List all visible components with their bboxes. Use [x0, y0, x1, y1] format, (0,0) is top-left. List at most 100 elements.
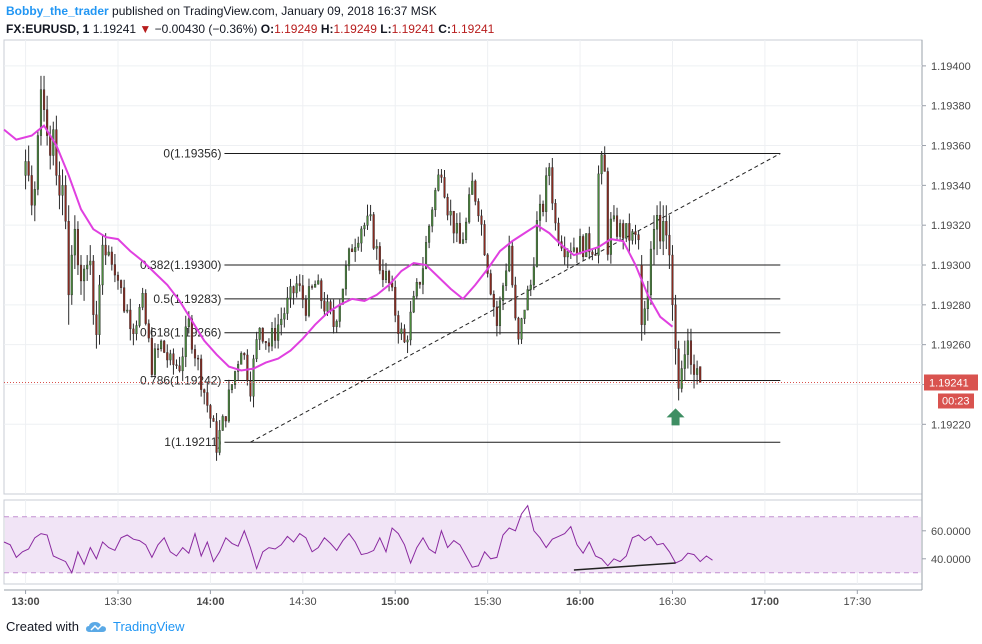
low-label: L:: [380, 22, 392, 36]
candle-body: [187, 318, 190, 328]
candle-body: [612, 215, 615, 220]
candle-body: [523, 309, 526, 319]
candle-body: [323, 300, 326, 312]
candle-body: [166, 352, 169, 361]
candle-body: [677, 348, 680, 389]
candle-body: [76, 228, 79, 266]
candle-body: [563, 248, 566, 258]
candle-body: [517, 317, 520, 340]
candle-body: [30, 175, 33, 206]
candle-body: [400, 328, 403, 334]
candle-body: [215, 421, 218, 453]
rsi-indicator: [3, 504, 922, 575]
candle-body: [153, 348, 156, 375]
countdown-label: 00:23: [942, 395, 970, 407]
candle-body: [304, 299, 307, 316]
candle-body: [375, 246, 378, 249]
candle-body: [566, 250, 569, 258]
tradingview-brand[interactable]: TradingView: [112, 619, 185, 634]
candle-body: [92, 260, 95, 315]
footer: Created with TradingView: [6, 619, 185, 634]
candle-body: [129, 309, 132, 330]
candle-body: [683, 354, 686, 369]
candle-body: [314, 284, 317, 288]
candle-body: [643, 308, 646, 325]
candle-body: [443, 177, 446, 198]
candle-body: [132, 328, 135, 335]
candle-body: [347, 248, 351, 267]
candle-body: [338, 303, 341, 322]
candle-body: [295, 283, 298, 294]
candle-body: [46, 109, 49, 136]
created-with-text: Created with: [6, 619, 79, 634]
candle-body: [588, 233, 591, 253]
moving-average-series: [3, 124, 674, 372]
candle-body: [172, 353, 175, 365]
close-value: 1.19241: [450, 22, 495, 36]
y-tick-label: 1.19380: [931, 101, 971, 113]
candle-body: [498, 300, 502, 326]
candle-body: [175, 364, 178, 366]
candle-body: [267, 342, 270, 347]
candle-body: [73, 228, 76, 256]
candle-body: [61, 185, 64, 196]
candle-body: [354, 247, 357, 252]
author-link[interactable]: Bobby_the_trader: [6, 4, 109, 18]
candle-body: [209, 405, 212, 419]
candle-body: [680, 368, 683, 389]
candle-body: [535, 220, 538, 267]
candle-body: [412, 295, 415, 313]
candle-body: [126, 309, 129, 312]
candle-body: [689, 340, 693, 365]
candle-body: [212, 418, 215, 422]
symbol-name: FX:EURUSD, 1: [6, 22, 90, 36]
fib-level-label: 0.5(1.19283): [153, 292, 221, 306]
candle-body: [24, 161, 27, 176]
candle-body: [692, 364, 696, 375]
y-tick-label: 1.19320: [931, 220, 971, 232]
y-tick-label: 1.19340: [931, 180, 971, 192]
candle-body: [49, 135, 52, 156]
candle-body: [619, 223, 622, 237]
candle-body: [468, 194, 471, 223]
candle-body: [662, 221, 665, 242]
candle-body: [511, 245, 514, 286]
candle-body: [55, 129, 58, 176]
countdown-tag: [938, 393, 974, 409]
candle-body: [184, 326, 187, 357]
candle-body: [264, 341, 267, 343]
candle-body: [409, 311, 412, 341]
candle-body: [603, 154, 606, 172]
candle-body: [403, 328, 406, 343]
candle-body: [652, 228, 656, 250]
candle-body: [461, 239, 465, 244]
candle-body: [486, 254, 489, 274]
candle-body: [160, 340, 163, 350]
candle-body: [351, 248, 354, 252]
candle-body: [344, 265, 347, 290]
candle-body: [197, 357, 200, 360]
rsi-line: [3, 504, 713, 575]
candle-body: [230, 384, 234, 391]
candle-body: [58, 175, 61, 196]
candle-body: [101, 244, 104, 286]
candle-body: [366, 215, 369, 226]
publish-info: Bobby_the_trader published on TradingVie…: [6, 4, 437, 18]
candle-body: [665, 221, 668, 236]
candle-body: [193, 349, 197, 359]
candle-body: [335, 321, 338, 327]
candle-body: [123, 287, 126, 312]
candle-body: [557, 222, 560, 242]
open-label: O:: [260, 22, 275, 36]
candle-body: [591, 251, 594, 255]
down-triangle-icon: ▼: [139, 22, 152, 36]
candle-body: [36, 135, 39, 190]
candle-body: [221, 416, 224, 431]
rsi-tick-label: 40.0000: [931, 554, 971, 566]
candle-body: [218, 430, 221, 453]
candle-body: [95, 314, 98, 335]
candle-body: [514, 284, 517, 319]
x-tick-label: 16:30: [659, 596, 687, 608]
candle-body: [489, 273, 492, 295]
